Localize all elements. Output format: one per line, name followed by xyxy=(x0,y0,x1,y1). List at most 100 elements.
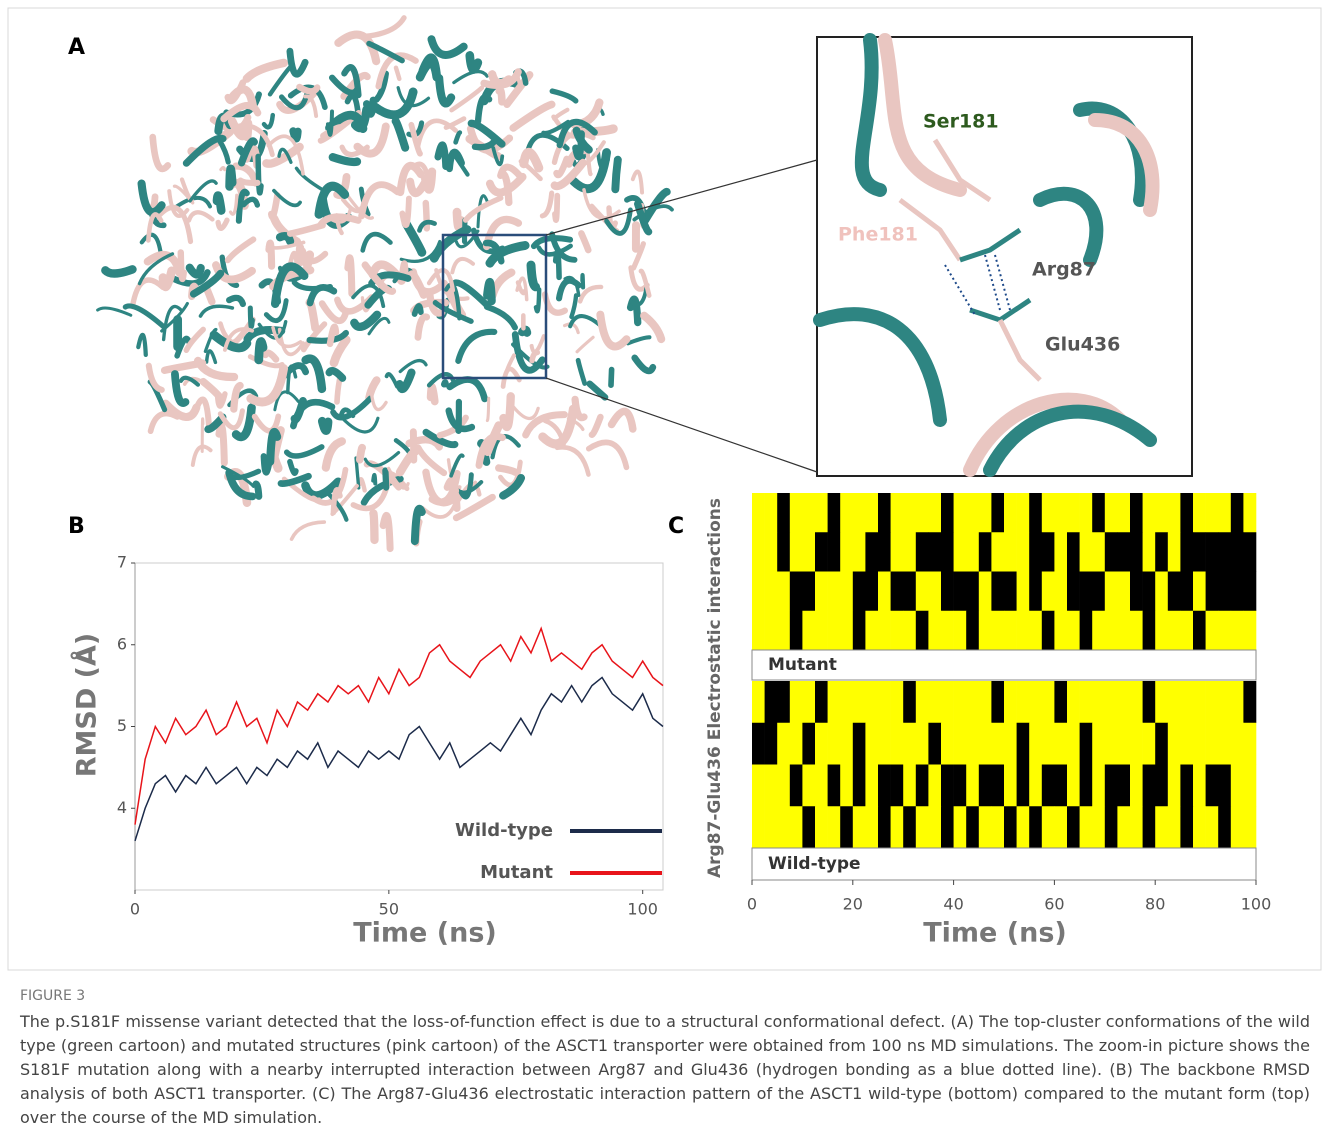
x-tick-label: 100 xyxy=(1241,895,1272,914)
ribbon xyxy=(542,418,566,447)
ribbon xyxy=(495,464,519,476)
ribbon xyxy=(418,53,442,82)
cell xyxy=(1067,610,1080,651)
cell xyxy=(1205,493,1219,533)
cell xyxy=(865,722,879,765)
cell xyxy=(852,764,866,807)
cell xyxy=(1092,681,1106,724)
ribbon xyxy=(340,416,380,434)
cell xyxy=(903,806,917,849)
cell xyxy=(890,681,904,724)
cell xyxy=(752,571,765,612)
cell xyxy=(827,722,841,765)
cell xyxy=(1041,722,1055,765)
ribbon xyxy=(373,70,389,103)
cell xyxy=(1205,722,1219,765)
cell xyxy=(978,493,992,533)
cell xyxy=(991,681,1005,724)
ribbon xyxy=(569,293,579,320)
cell xyxy=(777,493,791,533)
cell xyxy=(852,571,866,612)
ribbon xyxy=(209,330,252,353)
cell xyxy=(1079,571,1093,612)
cell xyxy=(928,571,942,612)
ribbon xyxy=(178,375,201,387)
cell xyxy=(1104,681,1118,724)
cell xyxy=(991,610,1005,651)
cell xyxy=(1193,532,1206,572)
cell xyxy=(1054,722,1068,765)
ribbon xyxy=(443,116,467,130)
ribbon xyxy=(488,268,516,300)
ribbon xyxy=(186,210,215,223)
ribbon xyxy=(458,472,474,500)
cell xyxy=(903,493,917,533)
cell xyxy=(966,532,980,572)
ribbon xyxy=(529,349,541,364)
cell xyxy=(1029,681,1043,724)
ribbon xyxy=(371,473,378,486)
ribbon xyxy=(396,161,425,197)
cell xyxy=(1079,681,1093,724)
ribbon xyxy=(217,408,245,431)
ribbon xyxy=(243,325,286,344)
cell xyxy=(752,610,765,651)
cell xyxy=(815,722,828,765)
protein-structure xyxy=(96,15,674,553)
ribbon xyxy=(569,148,611,194)
ribbon xyxy=(596,310,631,351)
stick xyxy=(932,138,992,203)
cell xyxy=(1054,493,1068,533)
cell xyxy=(1016,681,1030,724)
cell xyxy=(878,764,891,807)
cell xyxy=(752,806,765,849)
ribbon xyxy=(393,65,402,82)
cell xyxy=(1155,722,1169,765)
cell xyxy=(827,571,841,612)
cell xyxy=(1117,571,1131,612)
ribbon xyxy=(422,199,431,232)
ribbon xyxy=(251,413,282,434)
ribbon xyxy=(608,366,615,389)
ribbon xyxy=(219,166,227,172)
cell xyxy=(953,764,967,807)
ribbon xyxy=(161,304,184,342)
ribbon xyxy=(318,300,350,325)
ribbon xyxy=(327,492,349,522)
x-tick-label: 80 xyxy=(1145,895,1165,914)
ribbon xyxy=(325,367,347,382)
cell xyxy=(1193,806,1206,849)
cell xyxy=(802,681,816,724)
ribbon xyxy=(145,362,165,393)
ribbon xyxy=(491,146,505,167)
ribbon xyxy=(465,51,483,74)
cell xyxy=(777,571,791,612)
cell xyxy=(1092,764,1106,807)
ribbon xyxy=(503,71,534,108)
cell xyxy=(1142,806,1156,849)
cell xyxy=(1130,571,1143,612)
x-tick-label: 100 xyxy=(627,900,658,919)
ribbon xyxy=(452,207,466,232)
ribbon xyxy=(455,328,498,364)
ribbon xyxy=(161,399,201,421)
cell xyxy=(764,493,778,533)
ribbon xyxy=(611,155,622,194)
ribbon xyxy=(630,169,645,195)
ribbon xyxy=(485,396,491,423)
cell xyxy=(966,722,980,765)
ribbon xyxy=(330,395,374,421)
ribbon xyxy=(247,305,255,330)
ribbon xyxy=(266,427,282,466)
ribbon xyxy=(204,349,218,365)
ribbon xyxy=(500,366,522,389)
caption-text: The p.S181F missense variant detected th… xyxy=(20,1012,1310,1127)
cell xyxy=(1016,764,1030,807)
cell xyxy=(852,681,866,724)
ribbon xyxy=(435,74,456,108)
ribbon xyxy=(369,509,379,545)
cell xyxy=(802,610,816,651)
ribbon xyxy=(334,30,381,66)
cell xyxy=(890,806,904,849)
ribbon xyxy=(445,407,476,433)
